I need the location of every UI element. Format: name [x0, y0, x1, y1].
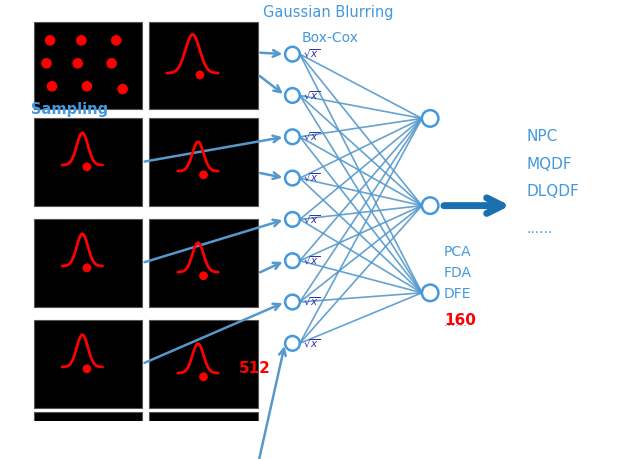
Text: PCA: PCA	[444, 245, 472, 258]
Circle shape	[285, 336, 300, 351]
Text: Gaussian Blurring: Gaussian Blurring	[263, 6, 394, 20]
Circle shape	[200, 272, 207, 280]
Bar	[33, 22, 142, 109]
Circle shape	[45, 36, 54, 45]
Circle shape	[422, 197, 438, 214]
Circle shape	[285, 212, 300, 227]
Circle shape	[107, 59, 116, 68]
Text: MQDF: MQDF	[527, 157, 572, 172]
Text: $\sqrt{x}$: $\sqrt{x}$	[303, 172, 320, 185]
Circle shape	[422, 285, 438, 301]
Circle shape	[73, 59, 83, 68]
Text: DLQDF: DLQDF	[527, 185, 579, 199]
Circle shape	[285, 295, 300, 309]
Text: NPC: NPC	[527, 129, 558, 144]
Text: ......: ......	[527, 222, 553, 235]
Bar	[33, 412, 142, 459]
Text: DFE: DFE	[444, 287, 472, 301]
Circle shape	[47, 82, 56, 91]
Bar	[149, 219, 257, 307]
Text: $\sqrt{x}$: $\sqrt{x}$	[303, 48, 320, 61]
Text: $\sqrt{x}$: $\sqrt{x}$	[303, 296, 320, 308]
Text: $\sqrt{x}$: $\sqrt{x}$	[303, 213, 320, 226]
Bar	[149, 412, 257, 459]
Circle shape	[285, 253, 300, 268]
Circle shape	[285, 47, 300, 62]
Text: 160: 160	[444, 313, 476, 328]
Circle shape	[196, 71, 204, 78]
Bar	[33, 320, 142, 408]
Circle shape	[285, 129, 300, 144]
Circle shape	[118, 84, 127, 94]
Text: $\sqrt{x}$: $\sqrt{x}$	[303, 130, 320, 143]
Bar	[149, 22, 257, 109]
Circle shape	[285, 88, 300, 103]
Circle shape	[83, 457, 91, 459]
Bar	[33, 118, 142, 206]
Circle shape	[200, 373, 207, 381]
Circle shape	[83, 365, 91, 372]
Text: Box-Cox: Box-Cox	[301, 31, 358, 45]
Circle shape	[83, 82, 92, 91]
Circle shape	[200, 171, 207, 179]
Text: 512: 512	[239, 361, 271, 375]
Circle shape	[83, 163, 91, 170]
Bar	[149, 320, 257, 408]
Text: FDA: FDA	[444, 266, 472, 280]
Circle shape	[42, 59, 51, 68]
Circle shape	[83, 264, 91, 271]
Circle shape	[77, 36, 86, 45]
Text: Sampling: Sampling	[31, 102, 108, 117]
Bar	[149, 118, 257, 206]
Text: $\sqrt{x}$: $\sqrt{x}$	[303, 254, 320, 267]
Text: $\sqrt{x}$: $\sqrt{x}$	[303, 337, 320, 350]
Bar	[33, 219, 142, 307]
Text: $\sqrt{x}$: $\sqrt{x}$	[303, 89, 320, 102]
Circle shape	[111, 36, 121, 45]
Circle shape	[285, 171, 300, 185]
Text: ......: ......	[444, 316, 468, 329]
Circle shape	[422, 110, 438, 127]
